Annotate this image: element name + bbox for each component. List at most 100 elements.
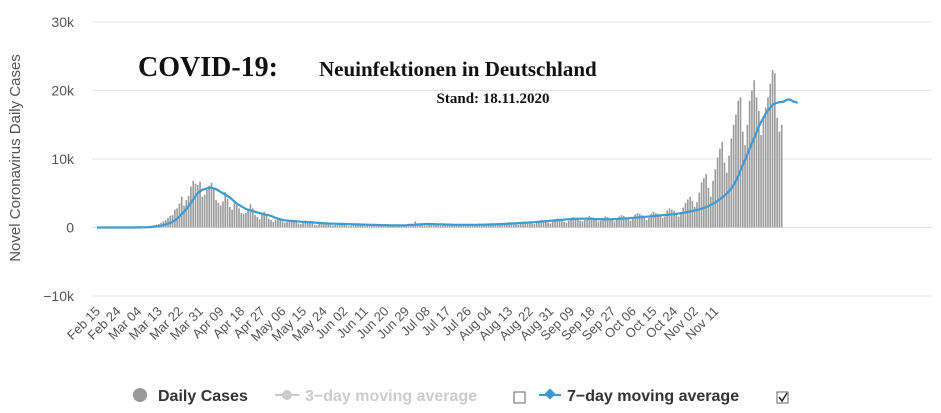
daily-case-bar xyxy=(753,80,756,228)
daily-case-bar xyxy=(776,117,778,228)
daily-case-bar xyxy=(684,202,687,228)
daily-case-bar xyxy=(423,225,426,228)
daily-case-bar xyxy=(535,222,538,228)
daily-case-bar xyxy=(272,222,275,228)
checkbox-7-day-average[interactable] xyxy=(776,391,789,404)
daily-case-bar xyxy=(673,211,675,228)
y-tick-label: 10k xyxy=(51,151,75,167)
daily-case-bar xyxy=(325,223,327,228)
daily-case-bar xyxy=(206,189,208,228)
daily-case-bar xyxy=(604,216,607,228)
daily-case-bar xyxy=(595,219,598,228)
daily-case-bar xyxy=(531,223,533,228)
daily-case-bar xyxy=(501,224,504,228)
daily-case-bar xyxy=(627,219,630,228)
daily-case-bar xyxy=(760,135,762,228)
y-axis-ticks: 30k 20k 10k 0 −10k xyxy=(43,14,75,304)
daily-case-bar xyxy=(327,224,330,228)
daily-case-bar xyxy=(540,219,543,228)
daily-case-bar xyxy=(318,223,320,228)
daily-case-bar xyxy=(533,224,536,228)
daily-case-bar xyxy=(444,224,446,228)
daily-case-bar xyxy=(687,199,689,228)
daily-case-bar xyxy=(453,224,456,228)
daily-case-bar xyxy=(421,224,423,228)
daily-case-bar xyxy=(219,205,222,228)
moving-average-lines[interactable] xyxy=(97,98,799,229)
daily-case-bar xyxy=(380,226,382,228)
daily-case-bar xyxy=(551,221,554,228)
daily-case-bar xyxy=(780,124,783,228)
daily-case-bar xyxy=(758,111,760,228)
daily-case-bar xyxy=(492,223,494,228)
daily-case-bar xyxy=(290,219,293,228)
legend-circle-icon xyxy=(133,388,147,402)
daily-case-bar xyxy=(572,217,575,228)
daily-case-bar xyxy=(217,202,220,228)
daily-case-bar xyxy=(648,217,650,228)
daily-case-bar xyxy=(496,224,499,228)
daily-case-bar xyxy=(359,225,362,228)
daily-case-bar xyxy=(393,226,396,228)
daily-case-bar xyxy=(265,215,268,228)
daily-case-bar xyxy=(320,222,323,228)
daily-case-bar xyxy=(361,225,364,228)
daily-case-bar xyxy=(739,97,742,228)
chart-title: COVID-19: xyxy=(138,52,278,83)
legend-item-daily-cases[interactable]: Daily Cases xyxy=(133,388,248,405)
legend-item-7-day-average[interactable]: 7−day moving average xyxy=(539,388,739,405)
daily-case-bar xyxy=(435,224,437,228)
daily-case-bar xyxy=(377,225,380,228)
daily-case-bar xyxy=(606,217,609,228)
daily-case-bar xyxy=(629,220,632,228)
daily-case-bar xyxy=(373,224,375,228)
daily-case-bar xyxy=(226,198,229,228)
daily-case-bar xyxy=(499,224,501,228)
daily-case-bar xyxy=(288,220,291,228)
daily-case-bar xyxy=(345,225,348,228)
daily-case-bar xyxy=(494,223,497,228)
daily-case-bar xyxy=(618,216,620,228)
daily-case-bar xyxy=(329,224,332,228)
daily-case-bar xyxy=(279,218,281,228)
daily-case-bar xyxy=(574,217,577,228)
daily-case-bar xyxy=(487,224,490,228)
daily-case-bar xyxy=(192,180,194,228)
daily-case-bar xyxy=(700,182,703,228)
daily-case-bar xyxy=(281,221,284,228)
daily-case-bar xyxy=(485,225,488,228)
daily-case-bar xyxy=(737,100,739,228)
legend-item-3-day-average[interactable]: 3−day moving average xyxy=(275,388,477,405)
daily-case-bar xyxy=(338,224,341,228)
daily-case-bar xyxy=(549,223,552,228)
daily-case-bar xyxy=(709,196,712,228)
daily-case-bar xyxy=(277,217,279,228)
daily-case-bar xyxy=(641,215,643,228)
daily-case-bar xyxy=(657,213,659,228)
daily-case-bar xyxy=(490,224,492,228)
daily-case-bar xyxy=(304,220,307,228)
daily-case-bar xyxy=(638,213,641,228)
daily-case-bar xyxy=(229,206,231,228)
checkbox-3-day-average[interactable] xyxy=(513,391,526,404)
daily-case-bar xyxy=(755,97,758,228)
daily-case-bar xyxy=(774,73,776,228)
daily-case-bar xyxy=(313,224,316,228)
daily-case-bar xyxy=(357,224,359,228)
daily-case-bar xyxy=(714,169,717,228)
daily-case-bar xyxy=(730,138,733,228)
daily-case-bar xyxy=(332,225,334,228)
daily-case-bar xyxy=(586,217,588,228)
daily-case-bar xyxy=(371,224,373,228)
daily-case-bar xyxy=(691,200,694,228)
daily-case-bar xyxy=(668,208,671,228)
chart-subtitle: Neuinfektionen in Deutschland xyxy=(319,57,597,81)
daily-case-bar xyxy=(183,205,185,228)
daily-case-bar xyxy=(302,222,304,228)
daily-case-bar xyxy=(661,217,664,228)
daily-case-bar xyxy=(620,215,623,228)
checkmark-icon xyxy=(778,392,788,403)
daily-case-bar xyxy=(732,124,735,228)
daily-case-bar xyxy=(483,224,485,228)
